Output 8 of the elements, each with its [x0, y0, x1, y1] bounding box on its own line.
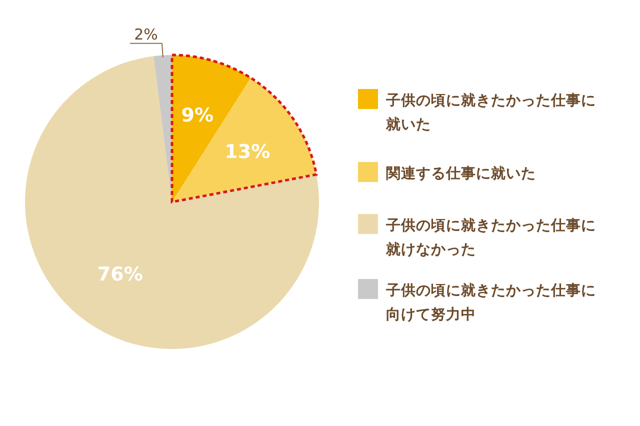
legend-label: 子供の頃に就きたかった仕事に就いた — [385, 92, 596, 133]
data-label: 76% — [97, 263, 143, 286]
data-label: 13% — [224, 140, 270, 163]
data-label: 2% — [134, 25, 158, 44]
legend-label: 子供の頃に就きたかった仕事に就けなかった — [385, 217, 596, 258]
legend-label: 関連する仕事に就いた — [386, 165, 536, 182]
data-label: 9% — [181, 104, 214, 126]
legend-label: 子供の頃に就きたかった仕事に向けて努力中 — [385, 282, 596, 323]
